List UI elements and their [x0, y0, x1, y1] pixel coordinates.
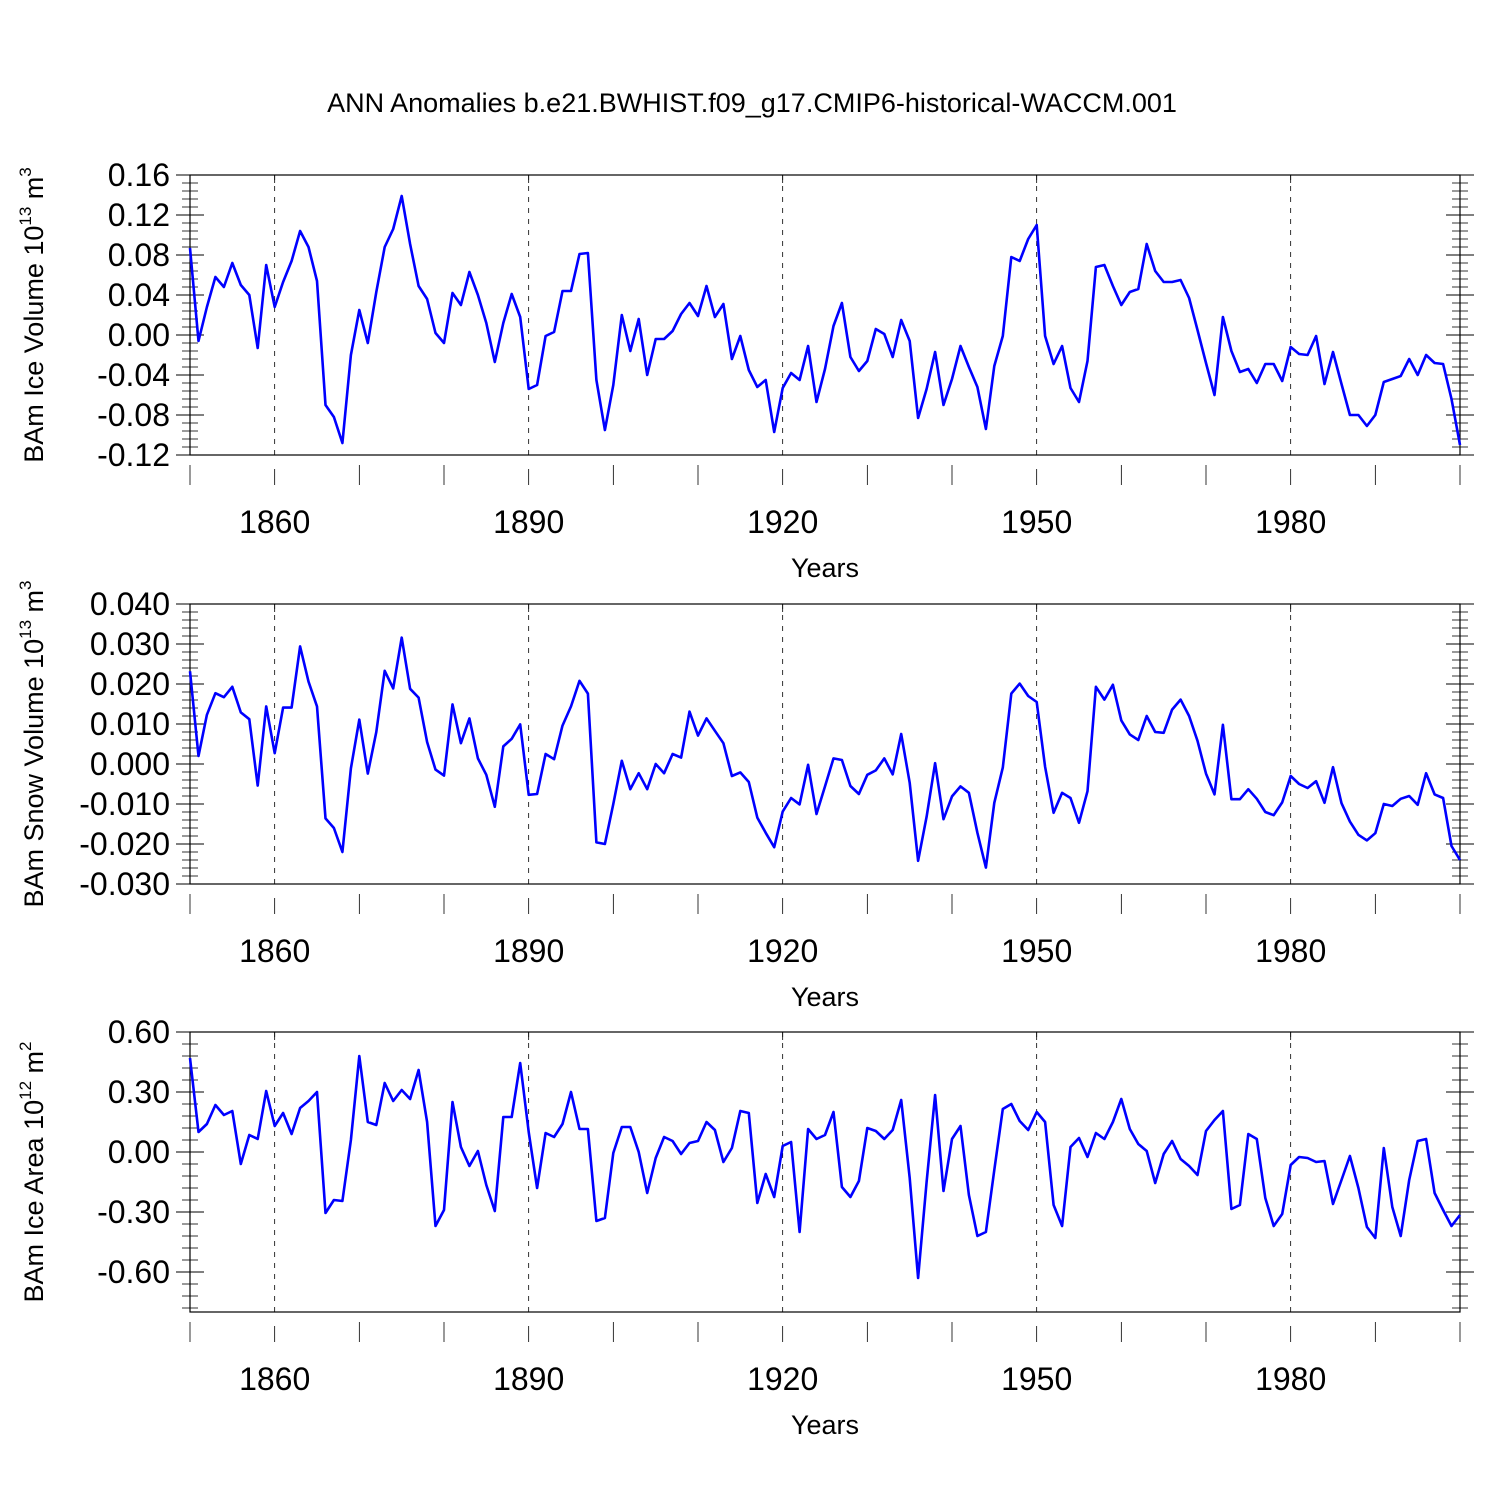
- x-tick-label: 1920: [747, 933, 818, 969]
- series-line-bam-snow-volume: [188, 636, 1462, 869]
- chart-panel-2: -0.030 -0.020 -0.010 0.000 0.010 0.020 0.030 0.…: [16, 580, 1474, 1012]
- y-axis-label-part-2: 12: [16, 1081, 35, 1100]
- y-tick-label: -0.010: [79, 786, 170, 822]
- y-axis-label: BAm Ice Volume 1013 m3: [16, 167, 49, 463]
- y-axis-label-part-4: 2: [16, 1042, 35, 1051]
- y-axis-label-part-1: BAm Ice Volume 10: [19, 226, 49, 463]
- y-tick-label: 0.12: [108, 197, 170, 233]
- x-tick-label: 1890: [493, 933, 564, 969]
- y-axis-label-part-2: 13: [16, 620, 35, 639]
- y-axis-label-part-1: BAm Ice Area 10: [19, 1100, 49, 1303]
- x-tick-label: 1950: [1001, 933, 1072, 969]
- y-axis-label-part-3: m: [19, 177, 49, 207]
- x-tick-label: 1980: [1255, 504, 1326, 540]
- y-axis-label: BAm Snow Volume 1013 m3: [16, 580, 49, 907]
- y-tick-label: -0.08: [97, 397, 170, 433]
- figure-title: ANN Anomalies b.e21.BWHIST.f09_g17.CMIP6…: [327, 88, 1177, 118]
- x-tick-label: 1860: [239, 504, 310, 540]
- y-axis-label-part-2: 13: [16, 207, 35, 226]
- x-tick-label: 1920: [747, 504, 818, 540]
- y-axis-label-part-1: BAm Snow Volume 10: [19, 639, 49, 908]
- x-tick-label: 1890: [493, 1361, 564, 1397]
- y-tick-label: -0.020: [79, 826, 170, 862]
- plot-frame: [189, 174, 1461, 456]
- y-tick-label: 0.040: [90, 586, 170, 622]
- y-tick-label: 0.60: [108, 1014, 170, 1050]
- series-line-bam-ice-area: [188, 1054, 1462, 1280]
- y-tick-label: 0.00: [108, 1134, 170, 1170]
- chart-panel-3: -0.60 -0.30 0.00 0.30 0.60 1860 1890 1920 1950 19…: [16, 1014, 1474, 1440]
- chart-panel-1: -0.12 -0.08 -0.04 0.00 0.04 0.08 0.12 0.16 1860 1…: [16, 157, 1474, 583]
- y-tick-label: 0.16: [108, 157, 170, 193]
- y-axis-label-part-3: m: [19, 590, 49, 620]
- y-tick-label: 0.020: [90, 666, 170, 702]
- panels: -0.12 -0.08 -0.04 0.00 0.04 0.08 0.12 0.16 1860 1…: [16, 157, 1474, 1440]
- x-axis-label: Years: [791, 553, 859, 583]
- y-tick-label: -0.12: [97, 437, 170, 473]
- y-tick-label: -0.030: [79, 866, 170, 902]
- y-tick-label: 0.010: [90, 706, 170, 742]
- x-tick-label: 1980: [1255, 1361, 1326, 1397]
- y-tick-label: 0.04: [108, 277, 170, 313]
- y-tick-label: 0.30: [108, 1074, 170, 1110]
- y-tick-label: 0.000: [90, 746, 170, 782]
- y-tick-label: 0.08: [108, 237, 170, 273]
- x-axis-label: Years: [791, 982, 859, 1012]
- plot-frame: [189, 1031, 1461, 1313]
- y-axis-label-part-4: 3: [16, 580, 35, 589]
- x-axis-label: Years: [791, 1410, 859, 1440]
- x-tick-label: 1950: [1001, 1361, 1072, 1397]
- x-tick-label: 1860: [239, 1361, 310, 1397]
- y-tick-label: -0.60: [97, 1254, 170, 1290]
- series-line-bam-ice-volume: [188, 194, 1462, 446]
- y-axis-label-part-3: m: [19, 1051, 49, 1081]
- plot-frame: [189, 603, 1461, 885]
- x-tick-label: 1980: [1255, 933, 1326, 969]
- x-tick-label: 1890: [493, 504, 564, 540]
- y-axis-label: BAm Ice Area 1012 m2: [16, 1042, 49, 1303]
- x-tick-label: 1920: [747, 1361, 818, 1397]
- y-tick-label: 0.030: [90, 626, 170, 662]
- x-tick-label: 1950: [1001, 504, 1072, 540]
- y-tick-label: 0.00: [108, 317, 170, 353]
- y-tick-label: -0.04: [97, 357, 170, 393]
- y-tick-label: -0.30: [97, 1194, 170, 1230]
- x-tick-label: 1860: [239, 933, 310, 969]
- y-axis-label-part-4: 3: [16, 167, 35, 176]
